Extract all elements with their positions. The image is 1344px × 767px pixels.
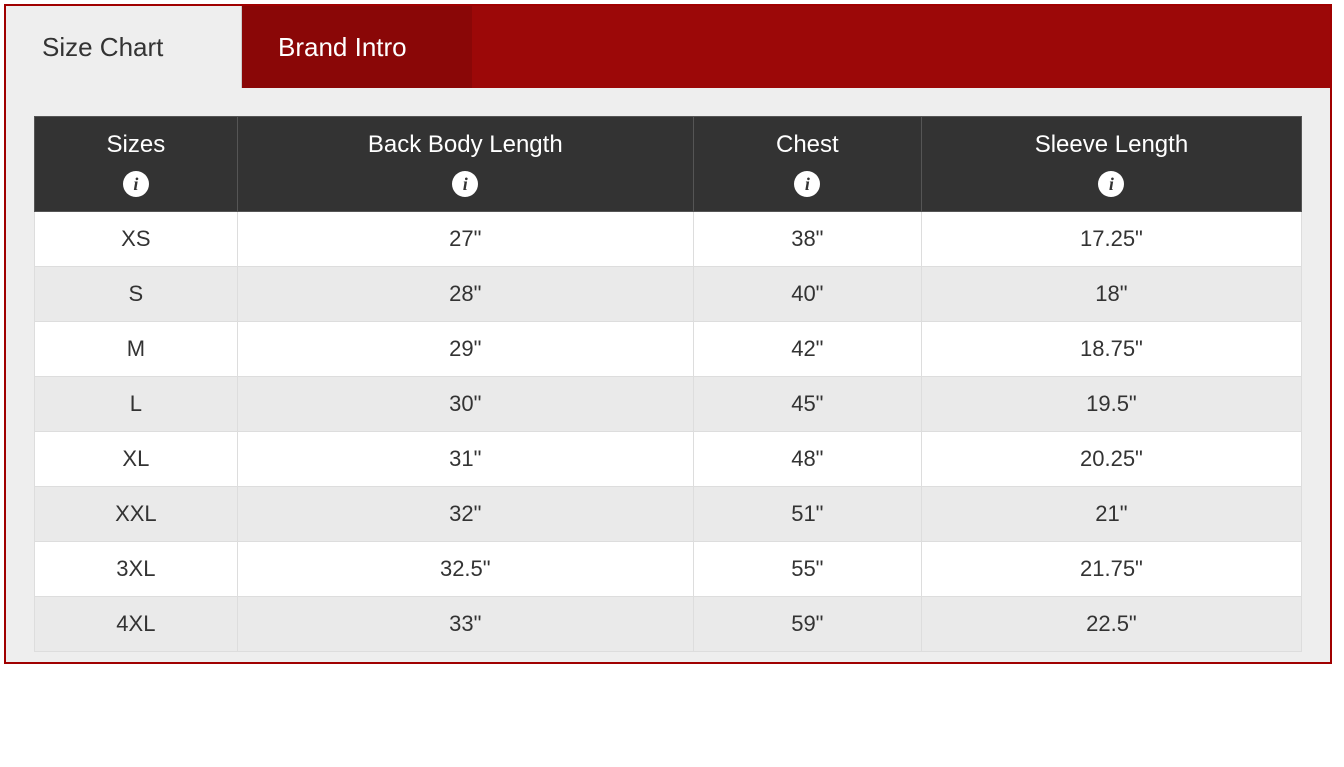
cell-chest: 38" <box>693 212 921 267</box>
cell-back: 27" <box>237 212 693 267</box>
tab-brand-intro[interactable]: Brand Intro <box>242 6 472 88</box>
cell-chest: 48" <box>693 432 921 487</box>
col-header-sleeve-length: Sleeve Length i <box>921 117 1301 212</box>
tab-content: Sizes i Back Body Length i Chest i Sleev… <box>6 88 1330 662</box>
col-header-chest: Chest i <box>693 117 921 212</box>
col-header-sleeve-label: Sleeve Length <box>930 131 1293 159</box>
cell-sizes: M <box>35 322 238 377</box>
cell-back: 32" <box>237 487 693 542</box>
cell-back: 28" <box>237 267 693 322</box>
cell-sizes: S <box>35 267 238 322</box>
cell-sleeve: 17.25" <box>921 212 1301 267</box>
table-row: S 28" 40" 18" <box>35 267 1302 322</box>
cell-chest: 42" <box>693 322 921 377</box>
col-header-sizes: Sizes i <box>35 117 238 212</box>
cell-chest: 51" <box>693 487 921 542</box>
cell-sizes: 3XL <box>35 542 238 597</box>
table-row: XL 31" 48" 20.25" <box>35 432 1302 487</box>
cell-sizes: XXL <box>35 487 238 542</box>
cell-chest: 59" <box>693 597 921 652</box>
table-row: 4XL 33" 59" 22.5" <box>35 597 1302 652</box>
cell-sleeve: 18.75" <box>921 322 1301 377</box>
col-header-back-label: Back Body Length <box>246 131 685 159</box>
tab-size-chart[interactable]: Size Chart <box>6 6 242 88</box>
info-icon[interactable]: i <box>1098 171 1124 197</box>
cell-back: 29" <box>237 322 693 377</box>
tab-size-chart-label: Size Chart <box>42 32 163 63</box>
info-icon[interactable]: i <box>794 171 820 197</box>
cell-chest: 40" <box>693 267 921 322</box>
cell-sizes: 4XL <box>35 597 238 652</box>
col-header-back-body-length: Back Body Length i <box>237 117 693 212</box>
cell-back: 33" <box>237 597 693 652</box>
tab-bar: Size Chart Brand Intro <box>6 6 1330 88</box>
cell-sleeve: 19.5" <box>921 377 1301 432</box>
cell-sleeve: 21" <box>921 487 1301 542</box>
size-chart-panel: Size Chart Brand Intro Sizes i Back Body… <box>4 4 1332 664</box>
table-row: M 29" 42" 18.75" <box>35 322 1302 377</box>
table-row: 3XL 32.5" 55" 21.75" <box>35 542 1302 597</box>
cell-sleeve: 22.5" <box>921 597 1301 652</box>
tab-bg-rest <box>472 6 1330 88</box>
info-icon[interactable]: i <box>123 171 149 197</box>
cell-chest: 45" <box>693 377 921 432</box>
cell-back: 32.5" <box>237 542 693 597</box>
info-icon[interactable]: i <box>452 171 478 197</box>
size-chart-table: Sizes i Back Body Length i Chest i Sleev… <box>34 116 1302 652</box>
cell-sleeve: 18" <box>921 267 1301 322</box>
cell-chest: 55" <box>693 542 921 597</box>
cell-sleeve: 21.75" <box>921 542 1301 597</box>
table-row: XS 27" 38" 17.25" <box>35 212 1302 267</box>
table-header-row: Sizes i Back Body Length i Chest i Sleev… <box>35 117 1302 212</box>
col-header-sizes-label: Sizes <box>43 131 229 159</box>
cell-sizes: L <box>35 377 238 432</box>
col-header-chest-label: Chest <box>702 131 913 159</box>
cell-back: 30" <box>237 377 693 432</box>
table-body: XS 27" 38" 17.25" S 28" 40" 18" M 29" 42… <box>35 212 1302 652</box>
table-row: L 30" 45" 19.5" <box>35 377 1302 432</box>
cell-sizes: XS <box>35 212 238 267</box>
cell-sizes: XL <box>35 432 238 487</box>
table-row: XXL 32" 51" 21" <box>35 487 1302 542</box>
cell-sleeve: 20.25" <box>921 432 1301 487</box>
tab-brand-intro-label: Brand Intro <box>278 32 407 63</box>
cell-back: 31" <box>237 432 693 487</box>
